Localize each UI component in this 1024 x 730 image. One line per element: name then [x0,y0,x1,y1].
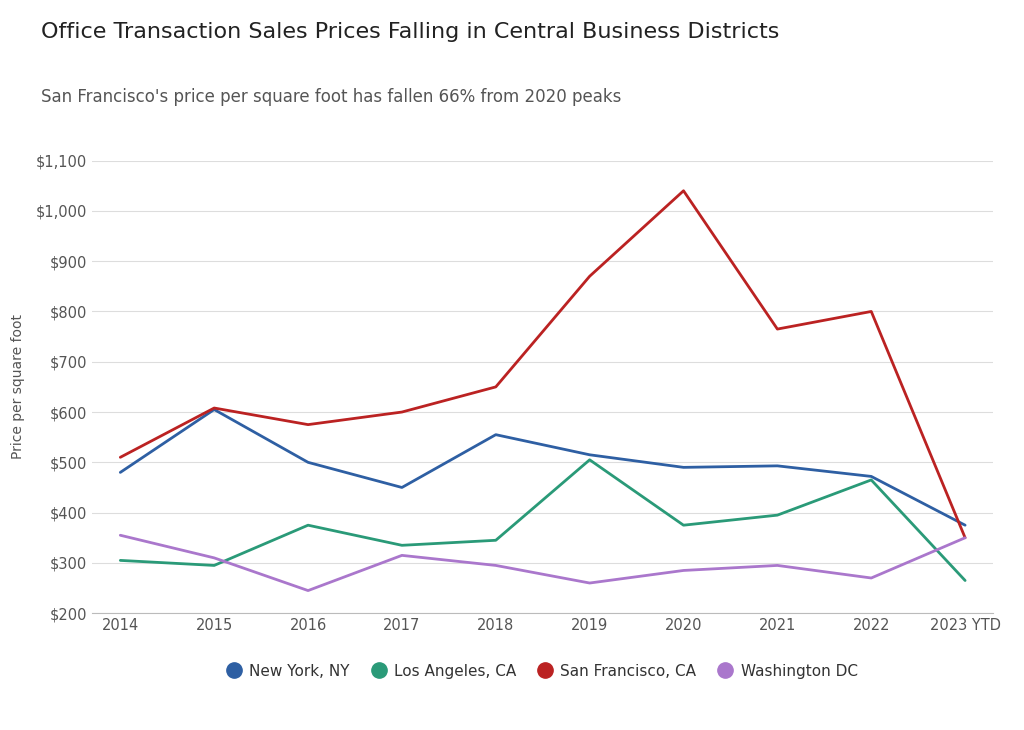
Washington DC [771,561,783,570]
New York, NY [865,472,878,481]
San Francisco, CA [678,186,690,195]
Washington DC [114,531,127,539]
Washington DC [958,534,971,542]
Los Angeles, CA [395,541,408,550]
Los Angeles, CA [302,520,314,529]
Line: New York, NY: New York, NY [121,410,965,525]
Los Angeles, CA [584,456,596,464]
New York, NY [958,520,971,529]
Washington DC [302,586,314,595]
Washington DC [489,561,502,570]
Washington DC [678,566,690,575]
Washington DC [395,551,408,560]
Y-axis label: Price per square foot: Price per square foot [11,315,25,459]
Los Angeles, CA [678,520,690,529]
San Francisco, CA [208,404,220,412]
San Francisco, CA [958,534,971,542]
San Francisco, CA [302,420,314,429]
Washington DC [208,553,220,562]
Los Angeles, CA [958,576,971,585]
New York, NY [114,468,127,477]
Line: Los Angeles, CA: Los Angeles, CA [121,460,965,580]
Text: Office Transaction Sales Prices Falling in Central Business Districts: Office Transaction Sales Prices Falling … [41,22,779,42]
New York, NY [395,483,408,492]
Los Angeles, CA [865,475,878,484]
Los Angeles, CA [489,536,502,545]
New York, NY [584,450,596,459]
New York, NY [489,430,502,439]
Legend: New York, NY, Los Angeles, CA, San Francisco, CA, Washington DC: New York, NY, Los Angeles, CA, San Franc… [221,658,864,685]
San Francisco, CA [771,325,783,334]
San Francisco, CA [865,307,878,316]
New York, NY [302,458,314,466]
San Francisco, CA [489,383,502,391]
Los Angeles, CA [208,561,220,570]
San Francisco, CA [395,407,408,416]
Line: San Francisco, CA: San Francisco, CA [121,191,965,538]
New York, NY [678,463,690,472]
San Francisco, CA [584,272,596,280]
San Francisco, CA [114,453,127,461]
New York, NY [771,461,783,470]
Washington DC [865,574,878,583]
New York, NY [208,405,220,414]
Text: San Francisco's price per square foot has fallen 66% from 2020 peaks: San Francisco's price per square foot ha… [41,88,622,106]
Line: Washington DC: Washington DC [121,535,965,591]
Washington DC [584,579,596,588]
Los Angeles, CA [114,556,127,565]
Los Angeles, CA [771,511,783,520]
